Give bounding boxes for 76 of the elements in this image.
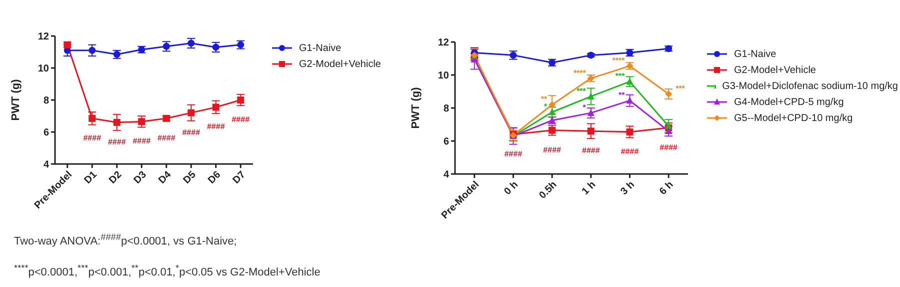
data-label: #### (232, 115, 250, 124)
y-tick-label: 4 (443, 170, 450, 181)
point (212, 104, 220, 111)
data-label: #### (83, 133, 102, 142)
x-tick-label: 3 h (618, 179, 637, 198)
legend-label: G1-Naive (299, 42, 342, 54)
x-tick-label: 6 h (658, 179, 676, 198)
y-axis-title: PWT (g) (410, 86, 422, 129)
y-tick-label: 4 (43, 160, 50, 171)
data-label: **** (573, 68, 587, 78)
point (113, 118, 120, 126)
legend-label: G1-Naive (734, 48, 776, 60)
point (587, 108, 594, 116)
legend-label: G5--Model+CPD-10 mg/kg (734, 112, 853, 124)
point (665, 127, 672, 134)
x-tick-label: D1 (82, 169, 100, 186)
y-tick-label: 10 (438, 70, 450, 82)
legend-label: G2-Model+Vehicle (299, 58, 381, 70)
point (88, 46, 96, 54)
point (587, 128, 594, 135)
point (587, 92, 594, 100)
point (548, 101, 556, 108)
point (138, 118, 146, 126)
text: Two-way ANOVA:$^{####}$p<0.0001, vs G1-Naive; (14, 231, 238, 250)
data-label: *** (676, 84, 686, 93)
data-label: #### (582, 146, 600, 156)
point (587, 52, 594, 59)
point (162, 42, 170, 50)
point (212, 44, 220, 51)
data-label: **** (612, 56, 626, 65)
y-axis-title: PWT (g) (10, 78, 22, 121)
point (548, 108, 556, 116)
point (626, 128, 634, 136)
point (88, 114, 96, 122)
data-label: *** (615, 72, 626, 81)
data-label: #### (206, 122, 226, 132)
point (237, 96, 244, 104)
data-label: #### (182, 128, 201, 137)
x-tick-label: 1 h (580, 179, 598, 198)
y-tick-label: 8 (43, 96, 50, 107)
y-tick-label: 10 (38, 64, 50, 75)
legend-label: G4-Model+CPD-5 mg/kg (734, 96, 844, 108)
legend-label: G2-Model+Vehicle (734, 64, 816, 76)
x-tick-label: 0 h (502, 179, 520, 198)
x-tick-label: D4 (156, 169, 174, 186)
point (626, 96, 634, 104)
text: $^{****}$p<0.0001,$^{***}$p<0.001,$^{**}$p<0.01,$^{*}$p<0.05 vs G2-Model+Vehicle (14, 262, 320, 280)
data-label: #### (132, 136, 152, 146)
x-tick-label: D7 (230, 169, 248, 186)
legend-label: G3-Model+Diclofenac sodium-10 mg/kg (722, 80, 898, 92)
data-label: #### (620, 146, 640, 156)
data-label: ** (618, 90, 626, 100)
data-label: #### (108, 137, 126, 146)
x-tick-label: D2 (107, 169, 124, 186)
data-label: #### (543, 145, 562, 154)
point (548, 126, 556, 134)
data-label: * (582, 102, 587, 112)
data-label: * (544, 102, 548, 112)
data-label: ** (540, 94, 548, 104)
point (188, 40, 195, 47)
data-label: *** (576, 86, 587, 96)
x-tick-label: 0.5h (537, 179, 560, 202)
y-tick-label: 12 (38, 32, 50, 43)
y-tick-label: 6 (43, 128, 50, 139)
point (626, 78, 634, 85)
data-label: #### (157, 133, 176, 142)
x-tick-label: D5 (181, 169, 199, 186)
point (188, 109, 195, 116)
point (665, 90, 672, 98)
x-tick-label: D3 (132, 169, 150, 186)
y-tick-label: 6 (443, 136, 450, 148)
y-tick-label: 12 (438, 38, 450, 49)
data-label: #### (660, 142, 678, 152)
y-tick-label: 8 (443, 104, 450, 115)
x-tick-label: D6 (206, 169, 224, 186)
data-label: #### (504, 149, 523, 158)
